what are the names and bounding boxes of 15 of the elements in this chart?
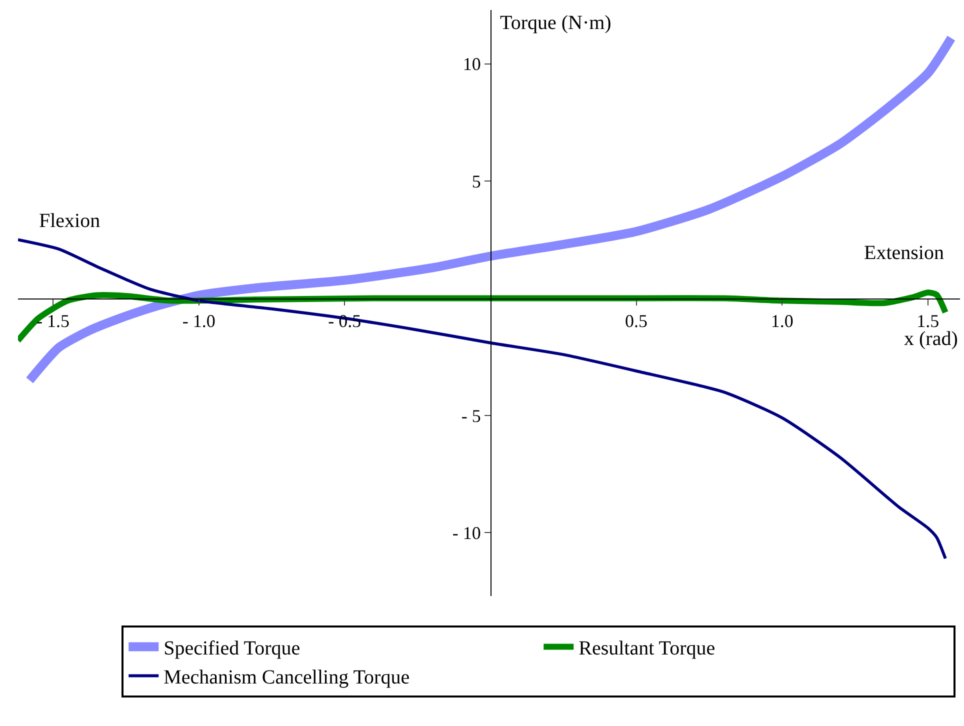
y-tick-label: - 10 — [452, 523, 481, 544]
x-tick-label: 0.5 — [625, 310, 648, 331]
annotation: Flexion — [39, 210, 100, 232]
annotation: Extension — [864, 242, 944, 264]
y-tick-label: - 5 — [461, 406, 481, 426]
y-axis-title: Torque (N·m) — [500, 12, 612, 34]
x-axis-title: x (rad) — [904, 328, 958, 350]
x-tick-label: - 1.0 — [182, 310, 216, 331]
y-tick-label: 5 — [472, 171, 481, 192]
y-tick-label: 10 — [462, 54, 481, 74]
legend-label: Resultant Torque — [578, 638, 716, 660]
legend-label: Specified Torque — [164, 638, 300, 660]
legend-label: Mechanism Cancelling Torque — [164, 666, 410, 689]
x-tick-label: 1.0 — [770, 310, 794, 331]
x-tick-label: 1.5 — [916, 310, 940, 331]
